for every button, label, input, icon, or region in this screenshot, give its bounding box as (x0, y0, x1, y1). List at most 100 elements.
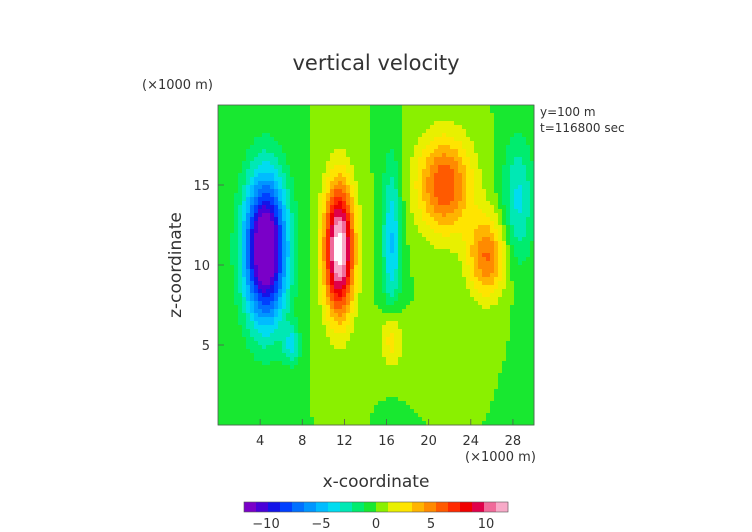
field-cell (426, 181, 431, 186)
field-cell (330, 261, 335, 266)
field-cell (458, 201, 463, 206)
field-cell (294, 125, 299, 130)
field-cell (382, 113, 387, 118)
field-cell (414, 197, 419, 202)
field-cell (338, 157, 343, 162)
field-cell (298, 357, 303, 362)
field-cell (366, 209, 371, 214)
field-cell (458, 185, 463, 190)
field-cell (286, 197, 291, 202)
field-cell (434, 173, 439, 178)
field-cell (418, 161, 423, 166)
field-cell (402, 329, 407, 334)
field-cell (298, 321, 303, 326)
field-cell (290, 257, 295, 262)
field-cell (526, 117, 531, 122)
field-cell (526, 209, 531, 214)
field-cell (270, 121, 275, 126)
field-cell (242, 289, 247, 294)
field-cell (218, 273, 223, 278)
field-cell (306, 141, 311, 146)
field-cell (382, 277, 387, 282)
field-cell (394, 261, 399, 266)
field-cell (526, 205, 531, 210)
field-cell (410, 293, 415, 298)
field-cell (494, 289, 499, 294)
field-cell (450, 289, 455, 294)
field-cell (418, 345, 423, 350)
field-cell (322, 333, 327, 338)
field-cell (454, 305, 459, 310)
field-cell (506, 297, 511, 302)
field-cell (442, 117, 447, 122)
field-cell (222, 249, 227, 254)
field-cell (258, 277, 263, 282)
field-cell (470, 293, 475, 298)
field-cell (342, 125, 347, 130)
field-cell (418, 173, 423, 178)
field-cell (314, 253, 319, 258)
field-cell (250, 165, 255, 170)
field-cell (250, 121, 255, 126)
field-cell (326, 281, 331, 286)
field-cell (250, 149, 255, 154)
field-cell (422, 113, 427, 118)
field-cell (446, 137, 451, 142)
field-cell (362, 273, 367, 278)
field-cell (294, 233, 299, 238)
field-cell (286, 329, 291, 334)
field-cell (466, 193, 471, 198)
field-cell (306, 237, 311, 242)
field-cell (414, 285, 419, 290)
field-cell (234, 313, 239, 318)
field-cell (406, 109, 411, 114)
field-cell (450, 325, 455, 330)
field-cell (278, 249, 283, 254)
field-cell (446, 277, 451, 282)
field-cell (326, 117, 331, 122)
field-cell (346, 341, 351, 346)
field-cell (226, 281, 231, 286)
field-cell (230, 317, 235, 322)
field-cell (302, 233, 307, 238)
field-cell (330, 333, 335, 338)
field-cell (258, 333, 263, 338)
field-cell (490, 253, 495, 258)
field-cell (470, 345, 475, 350)
field-cell (498, 333, 503, 338)
field-cell (298, 173, 303, 178)
field-cell (454, 273, 459, 278)
field-cell (274, 177, 279, 182)
field-cell (350, 157, 355, 162)
field-cell (474, 165, 479, 170)
field-cell (430, 189, 435, 194)
field-cell (354, 173, 359, 178)
field-cell (254, 309, 259, 314)
field-cell (418, 165, 423, 170)
field-cell (462, 317, 467, 322)
field-cell (482, 173, 487, 178)
field-cell (490, 325, 495, 330)
field-cell (450, 261, 455, 266)
field-cell (342, 141, 347, 146)
field-cell (430, 161, 435, 166)
field-cell (386, 185, 391, 190)
field-cell (302, 305, 307, 310)
field-cell (474, 353, 479, 358)
field-cell (218, 153, 223, 158)
field-cell (426, 201, 431, 206)
field-cell (406, 141, 411, 146)
field-cell (362, 293, 367, 298)
field-cell (326, 189, 331, 194)
field-cell (458, 129, 463, 134)
field-cell (322, 121, 327, 126)
field-cell (454, 261, 459, 266)
field-cell (266, 233, 271, 238)
field-cell (294, 105, 299, 110)
field-cell (474, 313, 479, 318)
field-cell (218, 173, 223, 178)
field-cell (262, 353, 267, 358)
field-cell (322, 265, 327, 270)
field-cell (414, 201, 419, 206)
field-cell (230, 309, 235, 314)
